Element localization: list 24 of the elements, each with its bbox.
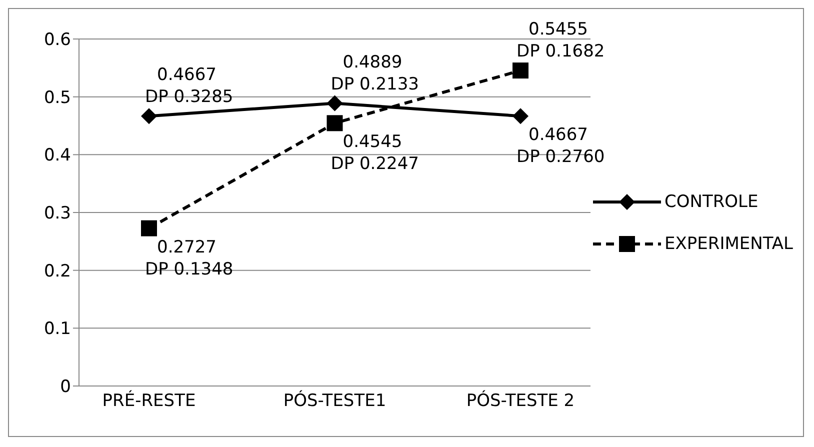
point	[512, 108, 528, 124]
point	[512, 62, 528, 79]
data-label: 0.4667 DP 0.3285	[145, 65, 234, 108]
data-label: 0.5455 DP 0.1682	[516, 20, 605, 62]
point	[141, 220, 157, 236]
data-label: 0.2727 DP 0.1348	[145, 237, 234, 280]
y-tick-label: 0.3	[44, 204, 71, 224]
x-tick-label: PRÉ-RESTE	[102, 390, 196, 412]
x-tick-label: PÓS-TESTE1	[283, 390, 386, 412]
point	[326, 115, 343, 132]
y-tick-label: 0.4	[44, 146, 71, 166]
y-tick-label: 0.6	[44, 30, 71, 50]
x-tick-label: PÓS-TESTE 2	[466, 390, 575, 412]
data-label: 0.4545 DP 0.2247	[330, 132, 419, 174]
data-label: 0.4889 DP 0.2133	[330, 52, 419, 94]
point	[326, 95, 343, 112]
y-tick-label: 0.1	[44, 319, 71, 340]
legend-label: CONTROLE	[664, 192, 758, 212]
y-tick-label: 0.2	[44, 261, 71, 282]
y-tick-label: 0	[60, 377, 71, 398]
point	[141, 108, 157, 124]
data-label: 0.4667 DP 0.2760	[516, 125, 605, 168]
legend-label: EXPERIMENTAL	[664, 234, 793, 254]
y-tick-label: 0.5	[44, 88, 71, 108]
